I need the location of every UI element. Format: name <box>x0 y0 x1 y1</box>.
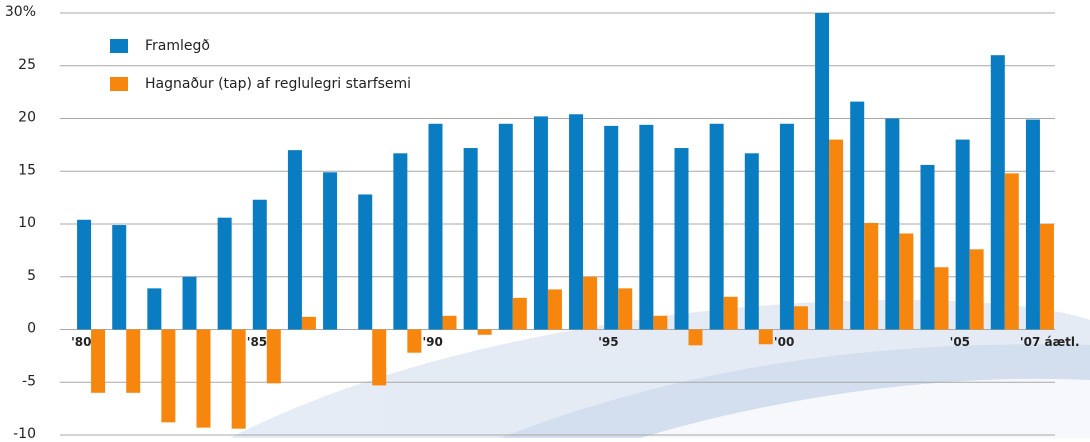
bar <box>885 119 899 330</box>
x-tick-label: '95 <box>598 335 618 349</box>
bar <box>850 102 864 330</box>
bar <box>583 277 597 330</box>
bar <box>864 223 878 330</box>
bar <box>618 288 632 329</box>
x-tick-label: '00 <box>774 335 794 349</box>
bar <box>513 298 527 330</box>
legend-label: Hagnaður (tap) af reglulegri starfsemi <box>145 76 411 92</box>
bar <box>534 116 548 329</box>
bar <box>407 330 421 353</box>
bar <box>372 330 386 386</box>
bar <box>429 124 443 330</box>
bar <box>604 126 618 330</box>
bar <box>126 330 140 393</box>
bar <box>745 153 759 329</box>
y-tick-label: 30% <box>5 4 36 20</box>
bar <box>197 330 211 428</box>
bar <box>161 330 175 423</box>
legend-label: Framlegð <box>145 38 210 54</box>
bar <box>183 277 197 330</box>
bar <box>548 289 562 329</box>
y-tick-label: 5 <box>27 268 36 284</box>
y-tick-label: 10 <box>18 215 36 231</box>
x-tick-label: '80 <box>71 335 91 349</box>
legend-swatch <box>110 39 128 53</box>
bar <box>232 330 246 429</box>
bar <box>689 330 703 346</box>
bar <box>464 148 478 329</box>
y-tick-label: 25 <box>18 57 36 73</box>
bar <box>478 330 492 335</box>
bar <box>675 148 689 329</box>
bar <box>639 125 653 330</box>
bar <box>935 267 949 329</box>
bar <box>218 218 232 330</box>
bar <box>302 317 316 330</box>
bar <box>829 140 843 330</box>
bar <box>956 140 970 330</box>
bar <box>1040 224 1054 330</box>
bar <box>91 330 105 393</box>
bar <box>780 124 794 330</box>
x-tick-label: '05 <box>950 335 970 349</box>
y-tick-label: -10 <box>13 426 36 438</box>
bar <box>1026 120 1040 330</box>
bar <box>393 153 407 329</box>
y-tick-label: 15 <box>18 162 36 178</box>
bar <box>899 233 913 329</box>
x-tick-label: '07 áætl. <box>1020 335 1080 349</box>
bar <box>253 200 267 330</box>
bar <box>970 249 984 329</box>
bar <box>267 330 281 384</box>
legend-swatch <box>110 77 128 91</box>
bar <box>724 297 738 330</box>
bar <box>921 165 935 330</box>
bar <box>991 55 1005 329</box>
bar <box>499 124 513 330</box>
bar <box>112 225 126 329</box>
x-tick-label: '85 <box>247 335 267 349</box>
x-tick-label: '90 <box>423 335 443 349</box>
bar <box>759 330 773 345</box>
y-tick-label: 0 <box>27 321 36 337</box>
chart: -10 -5 0 5 10 15 20 25 30% '80 '85 '90 '95 '00 '05 '07 … <box>0 0 1090 438</box>
bar <box>323 172 337 329</box>
bar <box>794 306 808 329</box>
bar <box>443 316 457 330</box>
bar <box>77 220 91 330</box>
bar <box>653 316 667 330</box>
bar <box>147 288 161 329</box>
bar <box>358 194 372 329</box>
y-tick-label: 20 <box>18 110 36 126</box>
bar <box>815 13 829 330</box>
y-tick-label: -5 <box>22 373 36 389</box>
bar <box>569 114 583 329</box>
bar <box>710 124 724 330</box>
bar <box>1005 173 1019 329</box>
bar <box>288 150 302 329</box>
